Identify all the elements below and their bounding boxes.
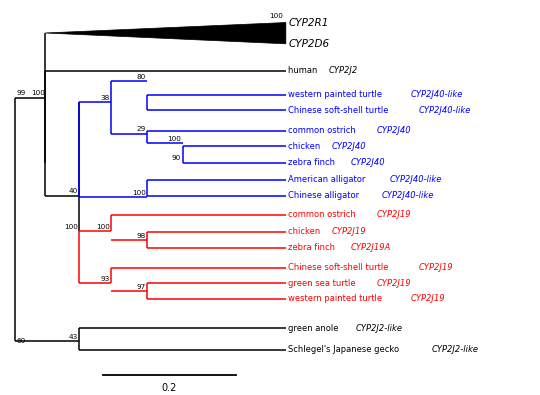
Text: CYP2J19A: CYP2J19A [351, 243, 391, 252]
Text: 100: 100 [96, 224, 110, 230]
Text: 80: 80 [137, 74, 146, 80]
Text: CYP2J40-like: CYP2J40-like [389, 175, 442, 184]
Text: 29: 29 [137, 126, 146, 132]
Text: CYP2J19: CYP2J19 [332, 228, 367, 237]
Text: CYP2J19: CYP2J19 [418, 263, 453, 273]
Text: CYP2J40-like: CYP2J40-like [410, 90, 463, 99]
Text: Chinese alligator: Chinese alligator [288, 191, 362, 200]
Text: CYP2J19: CYP2J19 [377, 279, 411, 288]
Text: CYP2J2: CYP2J2 [328, 66, 357, 75]
Text: 98: 98 [137, 233, 146, 239]
Text: 100: 100 [269, 13, 284, 19]
Text: common ostrich: common ostrich [288, 211, 359, 219]
Text: 90: 90 [172, 156, 181, 162]
Text: 40: 40 [69, 188, 78, 194]
Text: zebra finch: zebra finch [288, 158, 338, 167]
Text: western painted turtle: western painted turtle [288, 90, 384, 99]
Polygon shape [45, 23, 286, 44]
Text: CYP2J40: CYP2J40 [351, 158, 386, 167]
Text: 60: 60 [17, 338, 26, 344]
Text: CYP2D6: CYP2D6 [288, 39, 329, 49]
Text: 97: 97 [137, 284, 146, 290]
Text: chicken: chicken [288, 141, 323, 150]
Text: CYP2J40-like: CYP2J40-like [381, 191, 434, 200]
Text: CYP2J40: CYP2J40 [377, 126, 411, 135]
Text: 43: 43 [69, 333, 78, 340]
Text: CYP2R1: CYP2R1 [288, 17, 329, 28]
Text: 93: 93 [100, 276, 110, 282]
Text: chicken: chicken [288, 228, 323, 237]
Text: CYP2J19: CYP2J19 [377, 211, 411, 219]
Text: CYP2J19: CYP2J19 [410, 294, 445, 303]
Text: western painted turtle: western painted turtle [288, 294, 384, 303]
Text: CYP2J2-like: CYP2J2-like [432, 345, 479, 354]
Text: 100: 100 [167, 136, 181, 142]
Text: 100: 100 [132, 190, 146, 196]
Text: Schlegel's Japanese gecko: Schlegel's Japanese gecko [288, 345, 402, 354]
Text: human: human [288, 66, 320, 75]
Text: CYP2J40: CYP2J40 [332, 141, 367, 150]
Text: 100: 100 [31, 90, 45, 96]
Text: 0.2: 0.2 [162, 383, 177, 393]
Text: CYP2J2-like: CYP2J2-like [355, 324, 402, 333]
Text: American alligator: American alligator [288, 175, 368, 184]
Text: common ostrich: common ostrich [288, 126, 359, 135]
Text: Chinese soft-shell turtle: Chinese soft-shell turtle [288, 105, 391, 115]
Text: green anole: green anole [288, 324, 341, 333]
Text: 100: 100 [64, 224, 78, 230]
Text: CYP2J40-like: CYP2J40-like [418, 105, 471, 115]
Text: Chinese soft-shell turtle: Chinese soft-shell turtle [288, 263, 391, 273]
Text: zebra finch: zebra finch [288, 243, 338, 252]
Text: 38: 38 [100, 95, 110, 101]
Text: green sea turtle: green sea turtle [288, 279, 358, 288]
Text: 99: 99 [17, 90, 26, 96]
